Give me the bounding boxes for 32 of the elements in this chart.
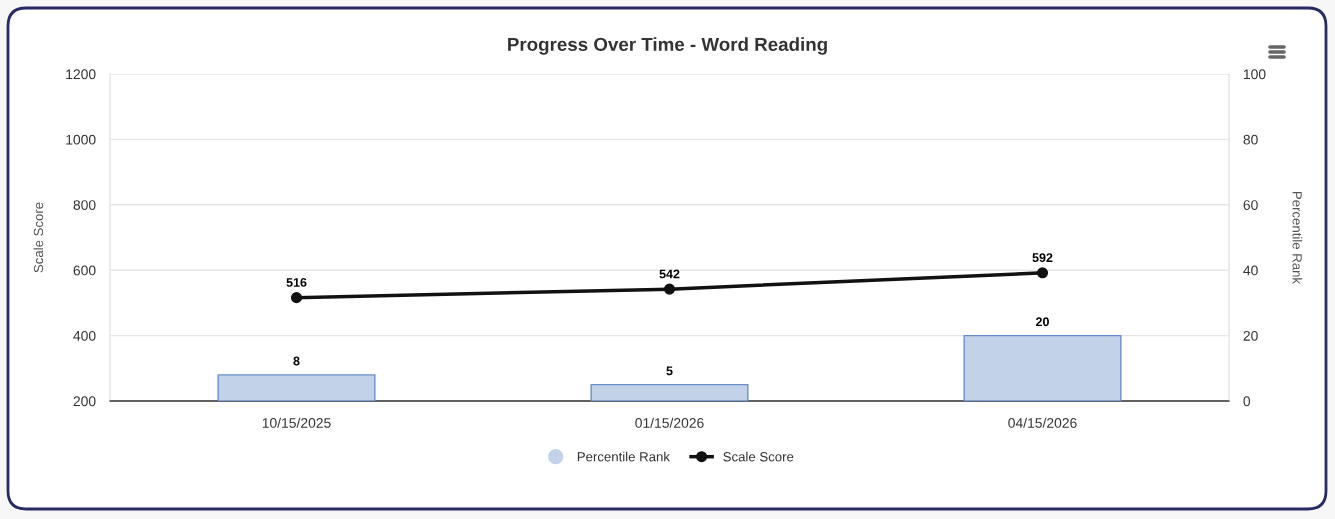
point [290,292,303,304]
y-tick-label: 200 [73,396,96,407]
x-tick-label: 04/15/2026 [1008,417,1077,428]
data-label: 542 [659,269,680,279]
point [663,283,676,295]
chart-title: Progress Over Time - Word Reading [508,37,827,55]
y2-tick-label: 100 [1243,69,1266,80]
bar [590,383,749,401]
y-tick-label: 1200 [66,69,96,80]
point [1036,267,1049,279]
bar [963,334,1122,401]
y2-tick-label: 60 [1243,200,1258,210]
bar [217,374,376,401]
y-tick-label: 800 [73,200,96,210]
data-label: 516 [286,278,307,287]
y-tick-label: 600 [73,265,96,276]
y-axis-title: Scale Score [33,202,44,273]
y2-tick-label: 20 [1243,330,1258,341]
y2-tick-label: 0 [1243,396,1251,407]
data-label: 5 [666,366,673,376]
legend-label: Percentile Rank [577,451,670,462]
y-tick-label: 1000 [66,134,96,145]
data-label: 8 [293,356,300,366]
data-label: 592 [1032,253,1053,263]
y-tick-label: 400 [73,330,96,341]
y2-axis-title: Percentile Rank [1292,192,1303,285]
y2-tick-label: 40 [1243,265,1258,276]
legend-label: Scale Score [723,451,794,462]
y2-tick-label: 80 [1243,134,1258,145]
x-tick-label: 01/15/2026 [635,417,704,428]
data-label: 20 [1035,317,1049,327]
x-tick-label: 10/15/2025 [262,417,331,428]
